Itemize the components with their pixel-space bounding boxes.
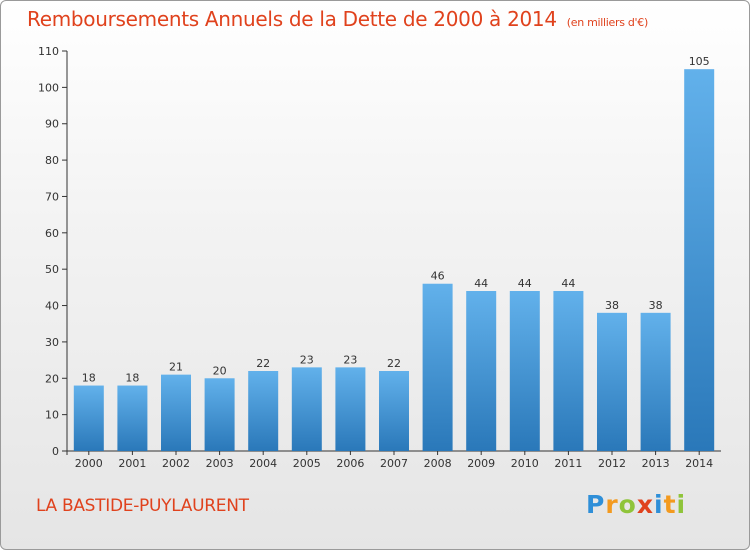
bar xyxy=(509,291,540,451)
chart-title: Remboursements Annuels de la Dette de 20… xyxy=(27,7,648,31)
bar-value-label: 18 xyxy=(125,372,139,385)
y-tick-label: 80 xyxy=(45,154,59,167)
y-tick-label: 20 xyxy=(45,372,59,385)
y-tick-label: 40 xyxy=(45,300,59,313)
x-tick-label: 2010 xyxy=(511,457,539,470)
bar xyxy=(204,378,235,451)
y-tick-label: 50 xyxy=(45,263,59,276)
logo-letter: o xyxy=(618,490,637,519)
x-tick-label: 2007 xyxy=(380,457,408,470)
logo-letter: i xyxy=(654,490,664,519)
bar xyxy=(553,291,584,451)
x-tick-label: 2003 xyxy=(206,457,234,470)
bar xyxy=(161,374,191,451)
bar-value-label: 22 xyxy=(256,357,270,370)
bar-value-label: 20 xyxy=(213,364,227,377)
bar-value-label: 44 xyxy=(561,277,575,290)
logo-letter: t xyxy=(663,490,677,519)
y-tick-label: 60 xyxy=(45,227,59,240)
y-tick-label: 100 xyxy=(38,81,59,94)
y-tick-label: 110 xyxy=(38,45,59,58)
bar xyxy=(640,312,671,451)
bar-value-label: 23 xyxy=(343,353,357,366)
x-tick-label: 2000 xyxy=(75,457,103,470)
y-tick-label: 90 xyxy=(45,118,59,131)
x-tick-label: 2014 xyxy=(685,457,713,470)
bar xyxy=(597,312,627,451)
bar-value-label: 18 xyxy=(82,372,96,385)
bar xyxy=(117,385,148,451)
y-tick-label: 0 xyxy=(52,445,59,458)
bar xyxy=(335,367,366,451)
chart-unit: (en milliers d'€) xyxy=(566,16,648,29)
bar-value-label: 105 xyxy=(689,55,710,68)
proxiti-logo: Proxiti xyxy=(586,490,686,519)
bar xyxy=(466,291,497,451)
logo-letter: P xyxy=(586,490,606,519)
bar xyxy=(684,69,715,451)
x-tick-label: 2005 xyxy=(293,457,321,470)
bar-value-label: 46 xyxy=(431,270,445,283)
bar-value-label: 38 xyxy=(605,299,619,312)
x-tick-label: 2012 xyxy=(598,457,626,470)
bar-value-label: 44 xyxy=(474,277,488,290)
bar xyxy=(248,371,279,451)
bar-value-label: 44 xyxy=(518,277,532,290)
x-tick-label: 2008 xyxy=(424,457,452,470)
x-tick-label: 2002 xyxy=(162,457,190,470)
x-tick-label: 2011 xyxy=(554,457,582,470)
bar-value-label: 38 xyxy=(649,299,663,312)
commune-name: LA BASTIDE-PUYLAURENT xyxy=(36,496,249,516)
x-tick-label: 2004 xyxy=(249,457,277,470)
bar-value-label: 21 xyxy=(169,361,183,374)
x-tick-label: 2001 xyxy=(118,457,146,470)
y-tick-label: 30 xyxy=(45,336,59,349)
y-tick-label: 10 xyxy=(45,409,59,422)
logo-letter: r xyxy=(605,490,619,519)
bar-value-label: 22 xyxy=(387,357,401,370)
bar xyxy=(422,283,453,451)
logo-letter: i xyxy=(676,490,687,519)
x-tick-label: 2013 xyxy=(642,457,670,470)
logo-letter: x xyxy=(636,490,654,519)
bar xyxy=(379,371,409,451)
bar xyxy=(291,367,322,451)
x-tick-label: 2009 xyxy=(467,457,495,470)
bar-value-label: 23 xyxy=(300,353,314,366)
x-tick-label: 2006 xyxy=(336,457,364,470)
chart-title-text: Remboursements Annuels de la Dette de 20… xyxy=(27,7,557,31)
bar xyxy=(73,385,104,451)
y-tick-label: 70 xyxy=(45,190,59,203)
